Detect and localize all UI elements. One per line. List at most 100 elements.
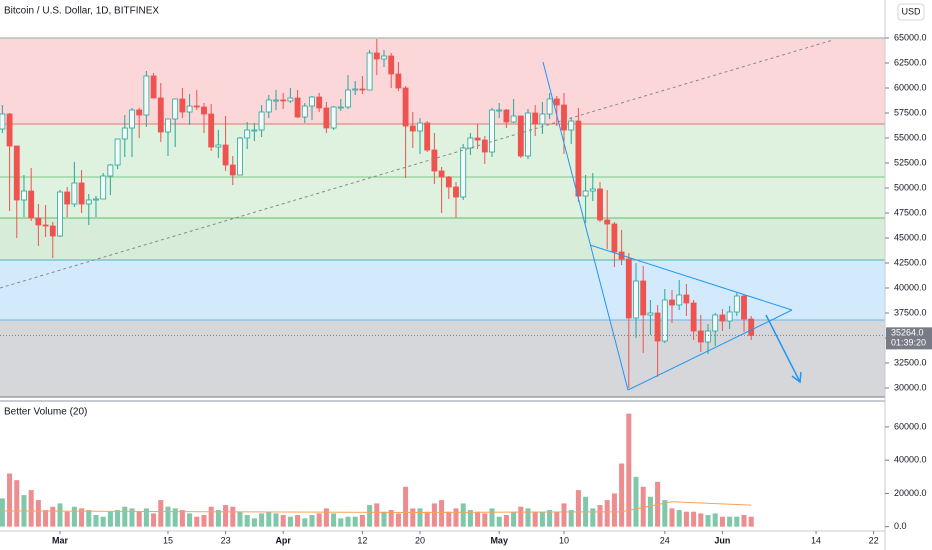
candle-body	[697, 330, 704, 343]
candle-body	[129, 109, 135, 129]
volume-bar	[208, 506, 214, 527]
volume-bar	[331, 513, 337, 527]
candle-body	[604, 219, 611, 225]
candle-body	[172, 98, 179, 120]
candle-body	[157, 97, 164, 133]
candle-body	[21, 190, 27, 201]
fib-band	[0, 177, 885, 218]
candle-body	[683, 294, 690, 304]
volume-bar	[367, 505, 373, 527]
volume-bar	[554, 511, 560, 527]
volume-bar	[647, 496, 653, 527]
candle-body	[633, 280, 639, 319]
candle-body	[546, 98, 553, 115]
volume-bar	[295, 515, 301, 527]
volume-bar	[201, 515, 207, 527]
volume-bar	[287, 516, 293, 527]
candle-body	[582, 190, 589, 197]
candle-body	[388, 55, 395, 75]
candle-body	[114, 138, 121, 166]
x-tick-label: Mar	[52, 535, 69, 545]
x-tick-label: 15	[163, 535, 173, 545]
volume-bar	[633, 476, 639, 527]
volume-bar	[381, 511, 387, 527]
x-tick-label: 22	[869, 535, 879, 545]
candle-body	[251, 129, 258, 132]
candle-body	[517, 115, 524, 157]
candle-body	[381, 55, 387, 60]
currency-button[interactable]	[897, 3, 925, 21]
volume-bar	[727, 516, 733, 527]
fib-bands	[0, 37, 885, 398]
volume-bar	[86, 510, 92, 527]
x-tick-label: 20	[415, 535, 425, 545]
candle-body	[42, 224, 49, 227]
candle-body	[431, 149, 438, 172]
candle-body	[589, 188, 596, 192]
candle-body	[525, 112, 531, 157]
y-tick-label: 60000.0	[894, 82, 927, 92]
volume-bar	[280, 515, 286, 527]
volume-title: Better Volume (20)	[4, 407, 87, 418]
candle-body	[179, 98, 186, 113]
candle-body	[417, 122, 423, 132]
candle-body	[611, 223, 618, 253]
volume-bar	[525, 508, 531, 527]
volume-bar	[683, 511, 689, 527]
volume-bar	[316, 513, 322, 527]
last-price-box	[886, 327, 932, 350]
volume-bar	[14, 480, 20, 527]
candle-body	[229, 164, 236, 176]
volume-bar	[374, 503, 380, 527]
candle-body	[28, 190, 35, 219]
volume-bar	[352, 516, 358, 527]
y-tick-label: 55000.0	[894, 132, 927, 142]
candle-body	[568, 120, 575, 131]
volume-ma	[2, 501, 752, 514]
time-axis	[0, 531, 885, 550]
candle-body	[553, 98, 560, 106]
volume-bar	[71, 506, 77, 527]
candle-body	[676, 294, 683, 306]
candle-body	[561, 104, 567, 131]
volume-bar	[604, 500, 610, 527]
candle-body	[136, 109, 143, 116]
candle-body	[85, 199, 92, 205]
fib-band	[0, 260, 885, 320]
candle-body	[532, 112, 539, 125]
volume-bar	[143, 508, 149, 527]
volume-bar	[453, 508, 459, 527]
fib-band	[0, 218, 885, 260]
candle-body	[78, 182, 85, 205]
x-tick-label: 24	[660, 535, 670, 545]
last-price-label: 35264.0	[891, 328, 924, 338]
volume-bar	[122, 506, 128, 527]
volume-bar	[151, 513, 157, 527]
candle-body	[49, 225, 56, 237]
candle-body	[575, 120, 582, 197]
candle-body	[107, 164, 114, 177]
x-tick-label: 10	[559, 535, 569, 545]
y-tick-label: 47500.0	[894, 207, 927, 217]
volume-bar	[187, 513, 193, 527]
volume-bar	[323, 508, 329, 527]
candle-body	[150, 75, 157, 99]
volume-bar	[439, 500, 445, 527]
triangle-line	[627, 309, 793, 391]
x-tick-label: 12	[357, 535, 367, 545]
candle-body	[337, 106, 344, 109]
candle-body	[424, 122, 431, 151]
volume-bar	[475, 511, 481, 527]
volume-bar	[359, 515, 365, 527]
trend-line	[0, 39, 834, 289]
x-tick-label: 14	[811, 535, 821, 545]
volume-bar	[496, 516, 502, 527]
candle-body	[647, 312, 654, 316]
candle-body	[445, 176, 452, 188]
candle-body	[654, 312, 661, 342]
candle-body	[690, 302, 697, 332]
candle-body	[71, 182, 78, 205]
currency[interactable]: USD	[901, 6, 921, 16]
candle-body	[726, 311, 733, 322]
volume-bar	[115, 510, 121, 527]
